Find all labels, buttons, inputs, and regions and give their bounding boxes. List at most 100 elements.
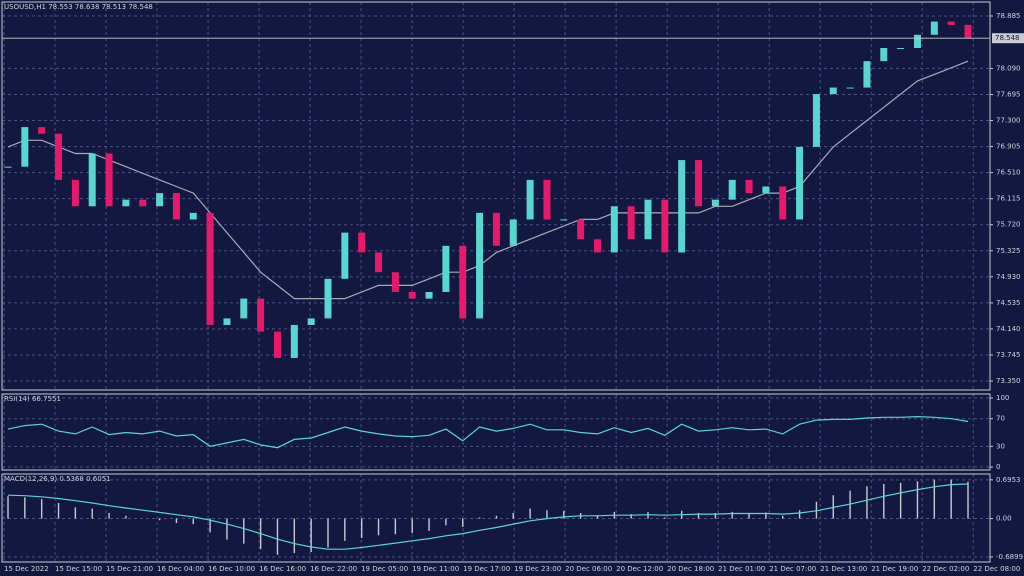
macd-bar [967, 481, 969, 519]
macd-bar [529, 508, 531, 519]
macd-bar [24, 497, 26, 519]
x-tick-label: 21 Dec 07:00 [769, 565, 816, 573]
candle [577, 219, 585, 240]
macd-bar [883, 484, 885, 519]
x-tick-label: 19 Dec 23:00 [514, 565, 561, 573]
candle [492, 212, 500, 246]
candle [678, 160, 686, 253]
candle [290, 324, 298, 358]
y-tick-label: 0 [996, 463, 1000, 471]
candle [21, 127, 29, 167]
candle [913, 34, 921, 48]
panel-frame [1, 393, 991, 471]
macd-bar [445, 518, 447, 526]
y-tick-label: 74.140 [996, 325, 1021, 333]
candle [863, 61, 871, 88]
x-tick-label: 16 Dec 10:00 [208, 565, 255, 573]
candle [509, 219, 517, 246]
x-tick-label: 20 Dec 06:00 [565, 565, 612, 573]
macd-bar [428, 518, 430, 531]
macd-bar [192, 518, 194, 525]
macd-bar [91, 508, 93, 519]
moving-average [7, 60, 969, 300]
macd-bar [798, 510, 801, 519]
macd-bar [899, 482, 902, 519]
candle [812, 94, 820, 147]
candle [644, 199, 652, 240]
candle [964, 24, 972, 39]
macd-bar [664, 517, 666, 519]
candle [442, 245, 450, 292]
macd-bar [866, 486, 868, 519]
macd-bar [563, 510, 565, 519]
candle [526, 179, 534, 220]
panel-title: USOUSD,H1 78.553 78.638 78.513 78.548 [4, 3, 153, 11]
candle [560, 219, 568, 221]
macd-bar [697, 512, 700, 519]
macd-bar [731, 511, 733, 519]
macd-bar [596, 515, 599, 519]
candle [240, 298, 248, 319]
panel-title: RSI(14) 66.7551 [4, 395, 61, 403]
macd-bar [462, 518, 464, 527]
panel-frame [1, 473, 991, 563]
candle [375, 252, 383, 273]
macd-bar [108, 512, 110, 519]
y-tick-label: 76.115 [996, 195, 1021, 203]
candle [358, 232, 366, 253]
candle [947, 21, 955, 25]
x-tick-label: 16 Dec 04:00 [157, 565, 204, 573]
macd-bar [125, 515, 127, 519]
macd-bar [377, 518, 380, 536]
macd-bar [630, 514, 632, 519]
candle [307, 318, 315, 325]
macd-bar [546, 510, 548, 519]
y-tick-label: 75.720 [996, 221, 1021, 229]
candle [55, 133, 63, 180]
macd-bar [327, 518, 329, 548]
x-tick-label: 15 Dec 15:00 [55, 565, 102, 573]
macd-bar [57, 502, 60, 519]
x-tick-label: 21 Dec 13:00 [820, 565, 867, 573]
candle [425, 291, 433, 299]
y-tick-label: 70 [996, 415, 1005, 423]
candle [172, 193, 180, 220]
y-tick-label: 76.510 [996, 169, 1021, 177]
candle [71, 179, 79, 207]
macd-bar [394, 518, 397, 535]
x-tick-label: 21 Dec 01:00 [718, 565, 765, 573]
macd-bar [74, 507, 77, 519]
macd-bar [276, 518, 279, 555]
last-price-box [992, 33, 1024, 44]
last-price-label: 78.548 [995, 34, 1020, 42]
macd-bar [40, 499, 43, 519]
macd-bar [916, 481, 919, 519]
candle [711, 199, 719, 207]
y-tick-label: 73.350 [996, 377, 1021, 385]
x-tick-label: 22 Dec 02:00 [922, 565, 969, 573]
macd-bar [748, 512, 750, 519]
y-tick-label: 30 [996, 442, 1005, 450]
panel-title: MACD(12,26,9) 0.5368 0.6051 [4, 475, 111, 483]
y-tick-label: 73.745 [996, 351, 1021, 359]
candle [846, 87, 854, 89]
x-tick-label: 19 Dec 17:00 [463, 565, 510, 573]
macd-bar [175, 518, 178, 524]
y-tick-label: 74.930 [996, 273, 1021, 281]
macd-bar [714, 512, 717, 519]
candle [593, 239, 601, 253]
candle [408, 291, 416, 299]
y-tick-label: 76.905 [996, 143, 1021, 151]
y-tick-label: -0.6899 [996, 553, 1023, 561]
y-tick-label: 77.695 [996, 90, 1021, 98]
y-tick-label: 74.535 [996, 299, 1021, 307]
macd-bar [293, 518, 296, 554]
candle [223, 318, 231, 325]
y-tick-label: 75.325 [996, 247, 1021, 255]
candle [728, 179, 736, 200]
macd-bar [495, 515, 498, 519]
macd-bar [478, 517, 481, 519]
candle [543, 179, 551, 220]
candle [880, 47, 888, 62]
